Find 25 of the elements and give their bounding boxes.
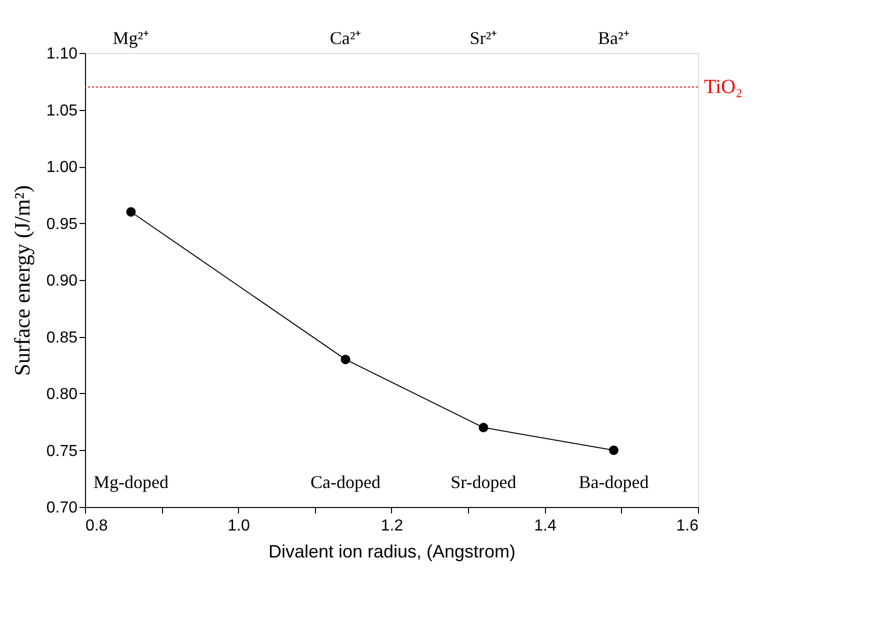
y-tick-label: 0.75	[46, 442, 78, 460]
x-axis-title: Divalent ion radius, (Angstrom)	[268, 542, 516, 562]
x-tick-label: 1.0	[228, 518, 250, 534]
text: Ca²⁺	[330, 28, 362, 48]
annotation: Mg-doped	[93, 472, 168, 492]
y-axis-title: Surface energy (J/m²)	[9, 185, 34, 376]
text: Ba²⁺	[598, 28, 630, 48]
annotation: Ca-doped	[310, 472, 381, 492]
y-tick-label: 1.10	[46, 46, 78, 62]
text: Mg²⁺	[112, 28, 150, 48]
ref-line-label: TiO₂	[704, 76, 742, 98]
x-tick-label: 0.8	[86, 518, 108, 534]
y-tick-label: 1.05	[46, 102, 78, 120]
annotation: Sr-doped	[450, 472, 516, 492]
y-tick-label: 0.90	[46, 272, 78, 290]
annotation: Ba-doped	[578, 472, 649, 492]
y-tick-label: 0.95	[46, 216, 78, 233]
x-tick-label: 1.6	[676, 518, 699, 534]
y-tick-label: 0.70	[46, 500, 78, 516]
x-tick-label: 1.4	[534, 518, 556, 534]
y-tick-label: 1.00	[46, 159, 78, 176]
x-tick-label: 1.2	[380, 518, 404, 534]
y-tick-label: 0.80	[46, 386, 78, 403]
y-tick-label: 0.85	[46, 329, 78, 346]
text: Sr²⁺	[470, 28, 498, 48]
